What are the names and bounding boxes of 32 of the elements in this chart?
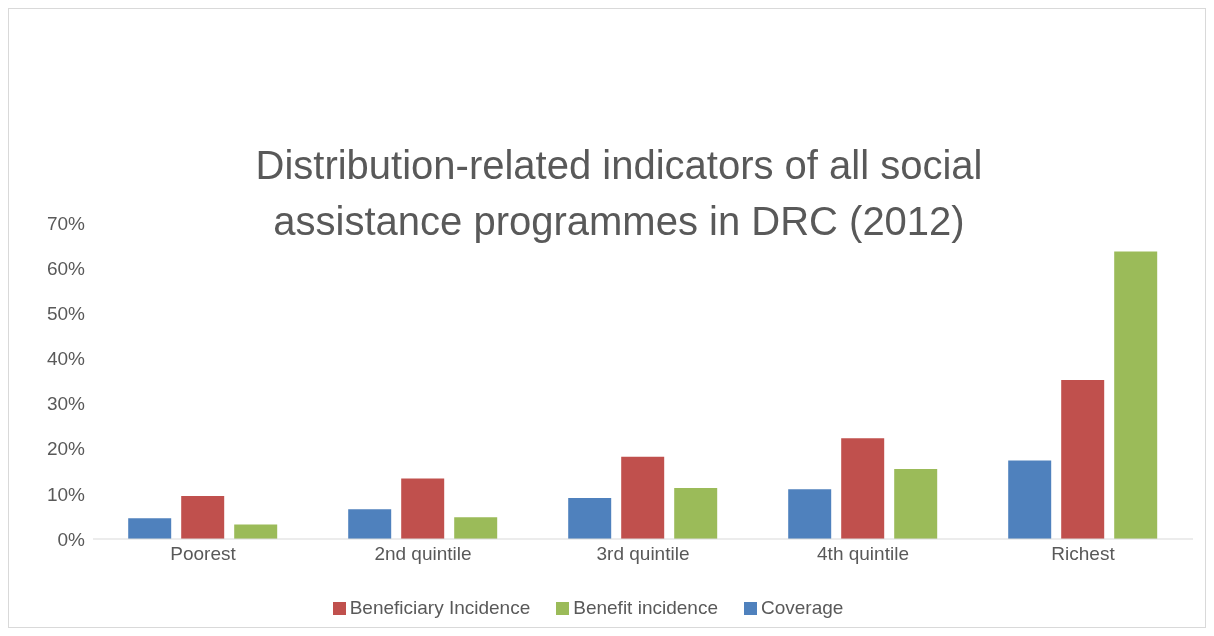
bar <box>841 438 885 539</box>
x-tick-label: Richest <box>1051 543 1116 565</box>
y-tick-label: 60% <box>46 257 86 279</box>
bar <box>894 469 938 539</box>
bar <box>348 509 392 539</box>
y-tick-label: 30% <box>46 393 86 415</box>
bar <box>568 497 612 539</box>
bar <box>454 517 498 539</box>
chart-title: Distribution-related indicators of all social assistance programmes in DRC (2012) <box>254 142 984 245</box>
bar <box>788 489 832 539</box>
bar <box>1114 251 1158 539</box>
x-tick-label: 3rd quintile <box>596 543 690 565</box>
x-tick-label: 4th quintile <box>817 543 909 565</box>
bar <box>1008 460 1052 539</box>
bar <box>1061 380 1105 539</box>
x-tick-label: 2nd quintile <box>374 543 472 565</box>
bar <box>674 487 718 539</box>
y-tick-label: 50% <box>46 303 86 325</box>
y-tick-label: 10% <box>46 483 86 505</box>
legend-label: Coverage <box>760 597 844 618</box>
bar <box>181 496 225 539</box>
y-tick-label: 70% <box>46 212 86 234</box>
bar <box>234 524 278 539</box>
y-tick-label: 0% <box>57 528 86 550</box>
legend-label: Beneficiary Incidence <box>349 597 531 618</box>
y-tick-label: 20% <box>46 438 86 460</box>
bar <box>621 456 665 539</box>
bar <box>401 478 445 539</box>
y-tick-label: 40% <box>46 348 86 370</box>
legend-label: Benefit incidence <box>573 597 718 618</box>
bar <box>128 518 172 539</box>
x-tick-label: Poorest <box>170 543 237 565</box>
